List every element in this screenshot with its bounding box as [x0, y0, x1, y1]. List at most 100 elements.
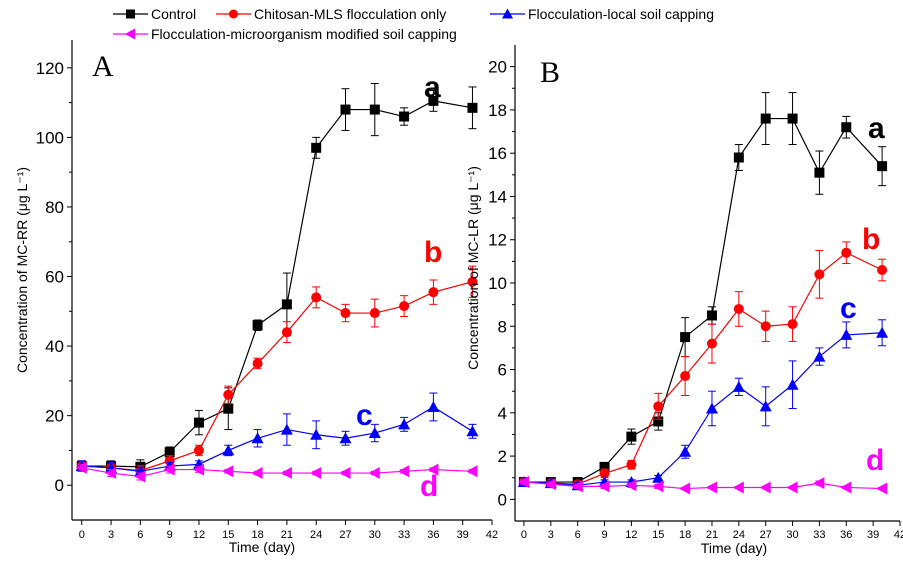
panel-letter: A [92, 50, 114, 83]
data-point [164, 447, 175, 458]
x-tick-label: 39 [867, 529, 879, 541]
x-tick-label: 3 [108, 529, 114, 541]
data-point [705, 402, 718, 414]
y-tick-label: 8 [498, 317, 507, 336]
data-point [311, 142, 322, 153]
data-point [759, 481, 771, 494]
x-tick-label: 0 [79, 529, 85, 541]
x-tick-label: 27 [760, 529, 772, 541]
data-point [368, 467, 380, 480]
series-line [81, 406, 473, 472]
legend-marker-1 [229, 9, 238, 19]
data-point [251, 467, 263, 480]
data-point [163, 463, 175, 476]
data-point [599, 468, 610, 479]
x-tick-label: 9 [167, 529, 173, 541]
y-tick-label: 0 [498, 490, 507, 509]
data-point [598, 480, 610, 493]
legend-label-2: Flocculation-local soil capping [528, 6, 714, 22]
x-tick-label: 24 [733, 529, 745, 541]
legend: Control Chitosan-MLS flocculation only Flo… [113, 6, 714, 42]
x-tick-label: 3 [548, 529, 554, 541]
data-point [652, 471, 665, 483]
data-point [680, 332, 691, 343]
series-line [523, 252, 883, 485]
data-point [814, 167, 825, 178]
x-tick-label: 36 [840, 529, 852, 541]
data-point [733, 303, 744, 314]
data-point [759, 400, 772, 412]
x-tick-label: 15 [652, 529, 664, 541]
y-tick-label: 16 [488, 144, 507, 163]
series-0: a [76, 71, 478, 475]
data-point [813, 477, 825, 490]
x-tick-label: 6 [575, 529, 581, 541]
data-point [653, 401, 664, 412]
legend-label-1: Chitosan-MLS flocculation only [254, 6, 446, 22]
y-tick-label: 0 [55, 476, 64, 495]
data-point [760, 113, 771, 124]
data-point [544, 478, 556, 491]
curve-label: b [862, 223, 880, 256]
data-point [251, 432, 264, 444]
legend-label-0: Control [151, 6, 196, 22]
data-point [310, 428, 323, 440]
data-point [732, 481, 744, 494]
y-tick-label: 100 [36, 128, 64, 147]
data-point [625, 479, 637, 492]
data-point [626, 431, 637, 442]
y-tick-label: 12 [488, 231, 507, 250]
x-tick-label: 9 [601, 529, 607, 541]
series-1: b [518, 223, 888, 490]
y-tick-label: 120 [36, 59, 64, 78]
data-point [841, 247, 852, 258]
x-tick-label: 21 [281, 529, 293, 541]
y-tick-label: 80 [45, 198, 64, 217]
data-point [368, 427, 381, 439]
y-tick-label: 6 [498, 361, 507, 380]
x-tick-label: 33 [813, 529, 825, 541]
data-point [252, 320, 263, 331]
data-point [369, 308, 380, 319]
data-point [340, 308, 351, 319]
x-tick-label: 15 [222, 529, 234, 541]
data-point [876, 482, 888, 495]
series-line [81, 281, 473, 472]
legend-marker-0 [126, 9, 135, 19]
series-line [523, 117, 883, 483]
data-point [252, 358, 263, 369]
data-point [281, 299, 292, 310]
x-tick-label: 30 [786, 529, 798, 541]
data-point [427, 400, 440, 412]
data-point [398, 418, 411, 430]
data-point [428, 95, 439, 106]
y-tick-label: 20 [45, 407, 64, 426]
curve-label: a [868, 112, 885, 145]
y-tick-label: 20 [488, 58, 507, 77]
data-point [840, 481, 852, 494]
x-tick-label: 21 [706, 529, 718, 541]
data-point [706, 310, 717, 321]
x-tick-label: 39 [457, 529, 469, 541]
panel-a: 0 3 6 9 12 15 18 21 24 27 30 33 36 39 4202040608010012… [14, 40, 498, 555]
legend-label-3: Flocculation-microorganism modified soil… [151, 26, 457, 42]
curve-label: c [840, 292, 857, 325]
series-2: c [517, 292, 889, 491]
x-tick-label: 0 [521, 529, 527, 541]
data-point [222, 465, 234, 478]
data-point [706, 338, 717, 349]
x-tick-label: 24 [310, 529, 322, 541]
data-point [369, 104, 380, 115]
data-point [733, 152, 744, 163]
data-point [310, 467, 322, 480]
data-point [467, 102, 478, 113]
curve-label: b [424, 236, 442, 269]
curve-label: c [356, 399, 373, 432]
data-point [876, 326, 889, 338]
x-axis-label: Time (day) [701, 540, 767, 556]
x-tick-label: 18 [679, 529, 691, 541]
data-point [679, 482, 691, 495]
y-tick-label: 4 [498, 404, 507, 423]
x-tick-label: 33 [398, 529, 410, 541]
